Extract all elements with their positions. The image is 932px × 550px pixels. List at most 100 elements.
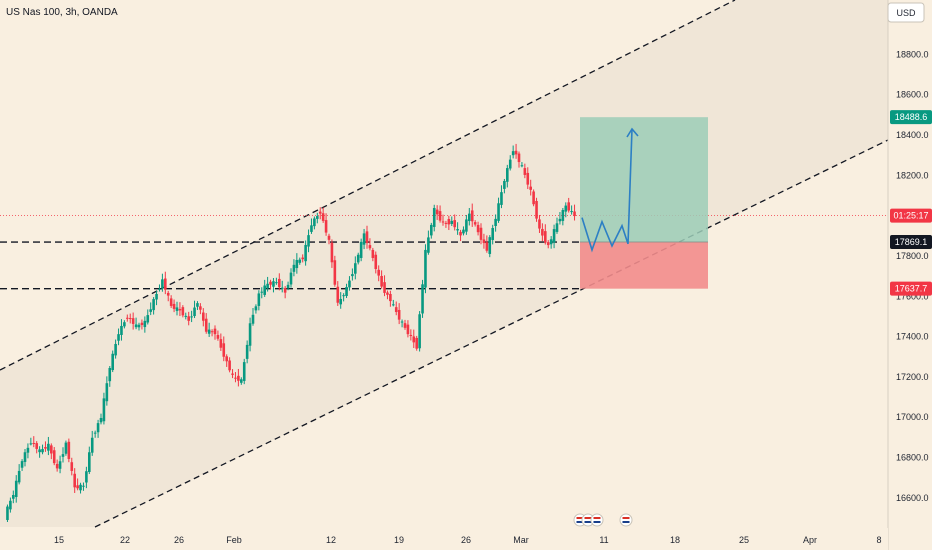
candle-body [131, 318, 135, 324]
candle-body [473, 222, 477, 225]
candle-body [415, 337, 418, 349]
candle-body [172, 303, 176, 309]
candle-body [283, 288, 287, 293]
candle-body [561, 210, 565, 221]
candle-body [324, 220, 328, 233]
candle-body [234, 377, 237, 379]
candle-body [240, 379, 243, 383]
candle-body [400, 321, 404, 323]
candle-body [146, 315, 150, 323]
candle-body [88, 452, 91, 473]
candle-body [245, 344, 249, 359]
flag-stripe [576, 521, 584, 523]
candle-body [456, 229, 459, 231]
candle-body [427, 237, 430, 253]
candle-body [392, 304, 395, 306]
candle-body [164, 278, 167, 290]
candle-body [225, 356, 228, 362]
candle-body [491, 228, 494, 240]
candle-body [494, 218, 497, 226]
price-tag-label: 01:25:17 [893, 211, 928, 221]
price-tag-label: 18488.6 [895, 112, 928, 122]
candle-body [520, 165, 524, 167]
x-tick-label-8: 11 [599, 535, 608, 545]
candle-body [23, 452, 27, 462]
candle-body [114, 343, 117, 356]
events-layer[interactable] [573, 513, 633, 527]
candle-body [73, 473, 76, 488]
candle-body [102, 398, 106, 422]
event-flag-icon-3[interactable] [619, 513, 633, 527]
candle-body [64, 442, 68, 454]
candle-body [202, 312, 205, 321]
channel-upper-line [0, 0, 736, 371]
chart-title: US Nas 100, 3h, OANDA [6, 7, 118, 18]
candle-body [93, 432, 97, 434]
flag-stripe [622, 517, 630, 519]
candle-body [342, 295, 345, 297]
candle-body [222, 343, 226, 357]
candle-body [29, 443, 33, 445]
event-flag-icon-2[interactable] [590, 513, 604, 527]
candle-body [541, 228, 544, 236]
candle-body [558, 218, 562, 222]
time-axis-bg [0, 528, 888, 550]
candle-body [17, 470, 21, 483]
candle-body [438, 211, 442, 221]
price-tag-0: 18488.6 [890, 110, 932, 125]
y-tick-label-0: 16600.0 [896, 493, 929, 503]
candle-body [465, 219, 468, 232]
candle-body [99, 418, 103, 423]
candle-body [231, 373, 234, 375]
candle-body [488, 237, 492, 254]
candle-body [263, 285, 266, 295]
candle-body [453, 220, 456, 228]
candle-body [55, 463, 59, 469]
candle-body [523, 168, 527, 175]
candle-body [196, 303, 199, 307]
candle-body [44, 447, 47, 449]
target-zone [580, 117, 708, 243]
candle-body [50, 445, 53, 454]
flag-stripe [622, 521, 630, 523]
candle-body [257, 293, 261, 306]
x-tick-label-5: 19 [394, 535, 404, 545]
candle-body [20, 461, 24, 468]
candle-body [307, 235, 310, 247]
candle-body [254, 306, 258, 311]
currency-selector[interactable]: USD [887, 2, 925, 23]
candle-body [555, 223, 559, 232]
candle-body [242, 362, 246, 381]
candle-body [178, 309, 182, 311]
candle-body [210, 331, 214, 333]
candle-body [175, 307, 179, 311]
candle-body [266, 283, 269, 289]
candle-body [134, 324, 138, 328]
candle-body [275, 282, 278, 284]
candle-body [450, 220, 454, 224]
candle-body [316, 216, 319, 219]
price-axis-bg [888, 0, 932, 550]
candle-body [199, 306, 202, 310]
x-tick-label-2: 26 [174, 535, 184, 545]
y-tick-label-2: 17000.0 [896, 412, 929, 422]
candle-body [374, 254, 378, 269]
flag-stripe [584, 517, 592, 519]
candle-body [421, 284, 424, 314]
x-tick-label-10: 25 [739, 535, 749, 545]
channel-lower-line [94, 139, 889, 528]
candle-body [424, 249, 427, 288]
candle-body [330, 242, 334, 263]
candle-body [111, 353, 114, 371]
candle-body [327, 235, 331, 240]
candle-body [128, 318, 132, 320]
candle-body [169, 298, 173, 306]
candle-body [269, 281, 272, 285]
candle-body [447, 219, 451, 225]
candle-body [564, 205, 568, 212]
price-tag-box [890, 281, 932, 296]
candle-body [90, 437, 94, 453]
candle-body [538, 219, 541, 229]
